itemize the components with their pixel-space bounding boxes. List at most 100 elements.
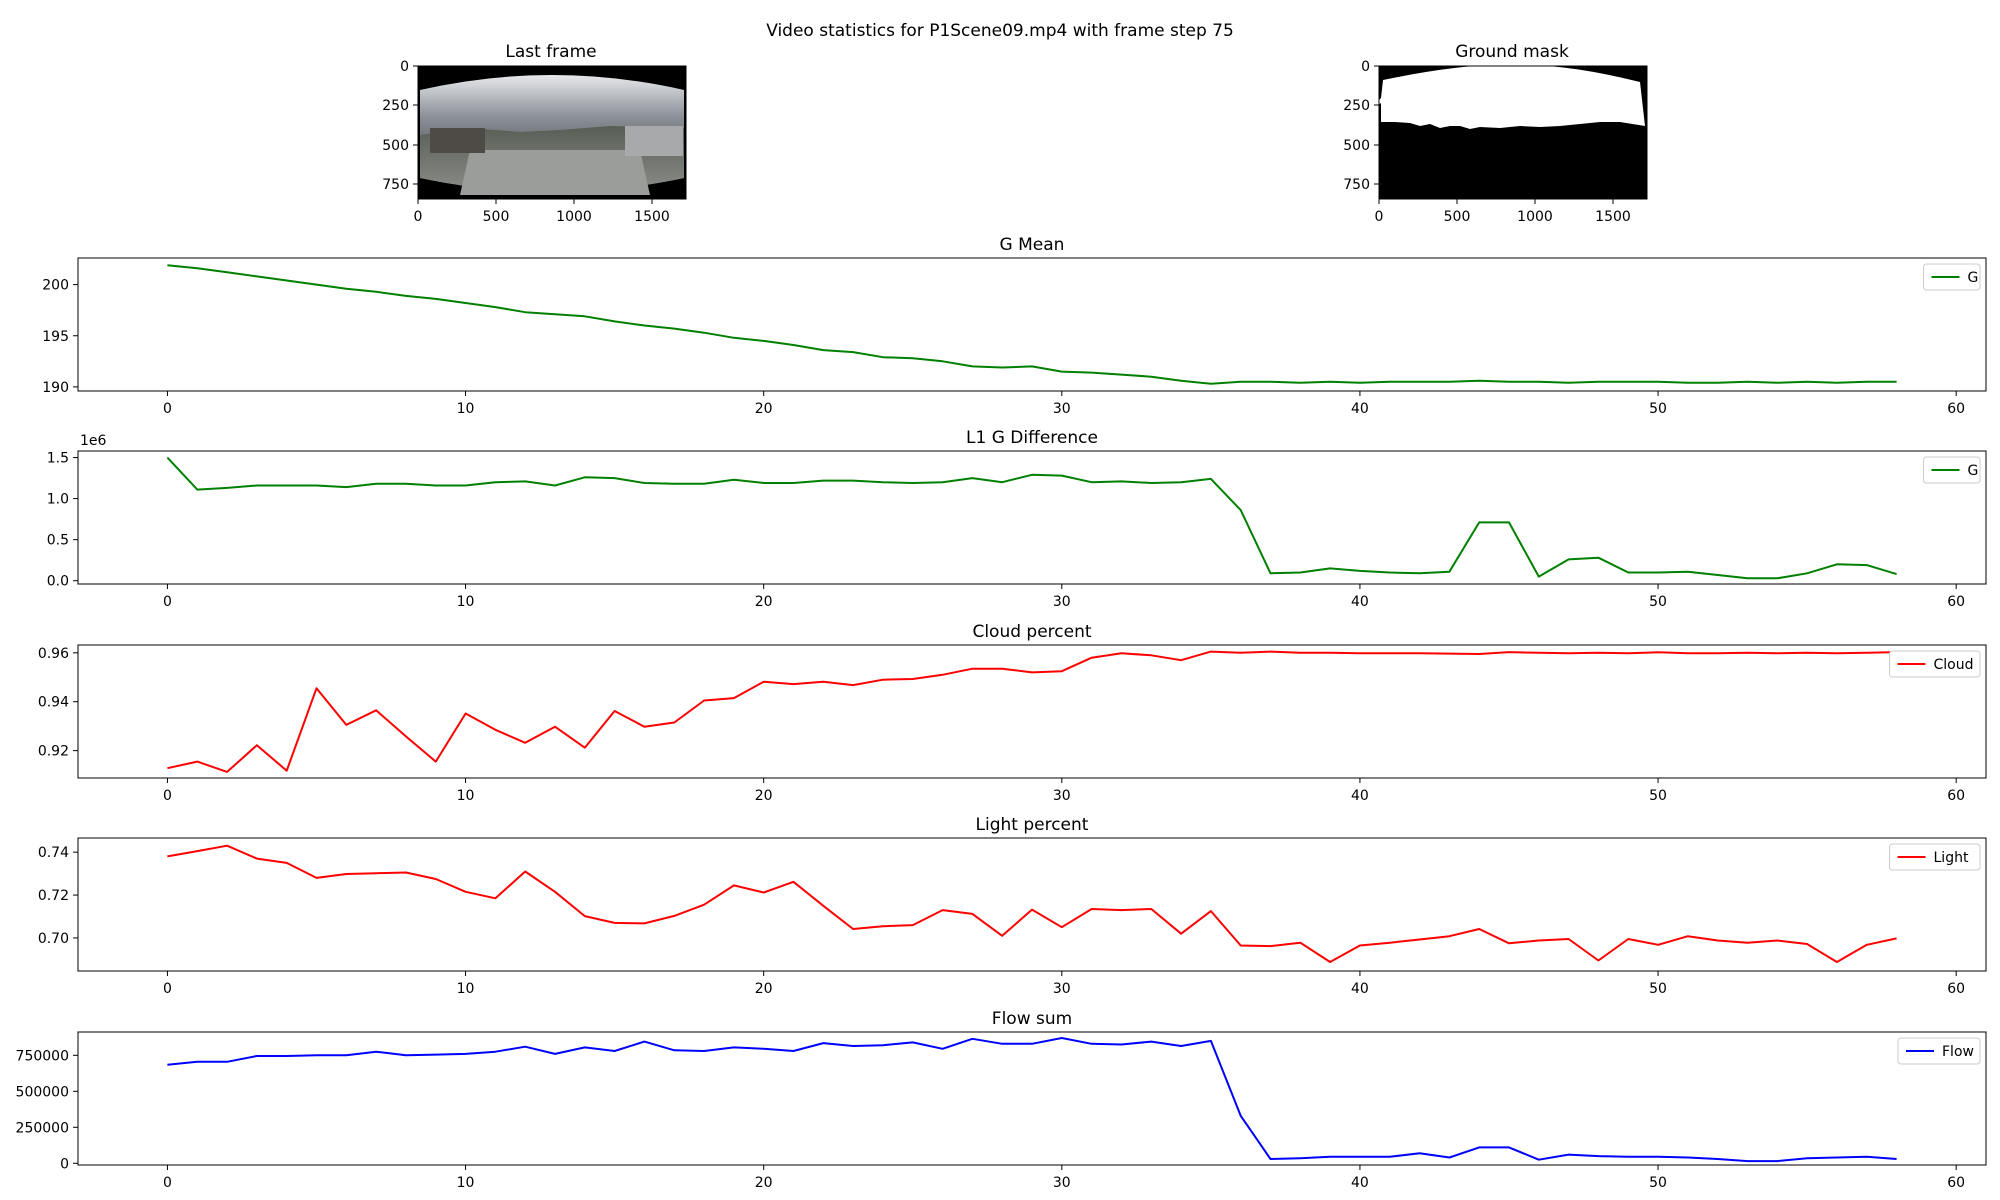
x-tick-label: 60 [1947, 1175, 1965, 1191]
x-tick-label: 30 [1053, 401, 1071, 417]
light-percent-chart: Light percent 0 10 20 30 40 50 60 0.70 0.72 0.74 Li… [38, 815, 1987, 997]
y-tick-label: 750 [382, 177, 409, 193]
mask-region [1377, 65, 1645, 129]
last-frame-title: Last frame [505, 42, 596, 62]
x-tick-label: 0 [1375, 209, 1384, 225]
g-series-line [167, 264, 1897, 385]
flow-series-line [167, 1037, 1897, 1163]
y-tick-label: 195 [42, 329, 69, 345]
y-tick-label: 0.92 [38, 744, 69, 760]
y-tick-label: 1.0 [47, 492, 69, 508]
x-tick-label: 60 [1947, 401, 1965, 417]
x-tick-label: 10 [457, 401, 475, 417]
l1-g-difference-legend: G [1923, 456, 1981, 484]
x-tick-label: 50 [1649, 594, 1667, 610]
last-frame-axes: 0 500 1000 1500 0 250 500 750 [382, 59, 670, 225]
y-tick-label: 500 [382, 138, 409, 154]
y-tick-label: 190 [42, 380, 69, 396]
x-tick-label: 60 [1947, 788, 1965, 804]
x-tick-label: 1500 [634, 209, 670, 225]
x-tick-label: 0 [163, 1175, 172, 1191]
y-tick-label: 200 [42, 278, 69, 294]
building-left [430, 128, 485, 153]
x-tick-label: 40 [1351, 594, 1369, 610]
x-tick-label: 40 [1351, 788, 1369, 804]
x-tick-label: 20 [755, 1175, 773, 1191]
x-tick-label: 500 [1444, 209, 1471, 225]
legend-label: Flow [1942, 1044, 1974, 1060]
y-tick-label: 0.70 [38, 931, 69, 947]
x-tick-label: 50 [1649, 788, 1667, 804]
y-tick-label: 0.5 [47, 533, 69, 549]
x-tick-label: 50 [1649, 401, 1667, 417]
y-tick-label: 0 [400, 59, 409, 75]
y-tick-label: 250 [382, 98, 409, 114]
suptitle: Video statistics for P1Scene09.mp4 with … [766, 21, 1234, 41]
legend-label: G [1968, 270, 1979, 286]
x-tick-label: 1000 [1517, 209, 1553, 225]
x-tick-label: 1500 [1595, 209, 1631, 225]
g-series-line [166, 456, 1897, 580]
x-tick-label: 0 [163, 788, 172, 804]
x-tick-label: 10 [457, 594, 475, 610]
parking-lot [460, 150, 650, 195]
last-frame-panel: Last frame 0 500 1000 [382, 42, 687, 225]
cloud-percent-title: Cloud percent [972, 622, 1091, 642]
y-tick-label: 0.0 [47, 574, 69, 590]
flow-sum-legend: Flow [1897, 1037, 1981, 1065]
x-tick-label: 30 [1053, 594, 1071, 610]
y-tick-label: 0.74 [38, 845, 69, 861]
legend-label: Light [1934, 850, 1969, 866]
y-tick-label: 0.72 [38, 888, 69, 904]
g-mean-legend: G [1923, 263, 1981, 291]
x-tick-label: 60 [1947, 594, 1965, 610]
x-tick-label: 10 [457, 788, 475, 804]
legend-label: G [1968, 463, 1979, 479]
x-tick-label: 10 [457, 1175, 475, 1191]
light-percent-title: Light percent [976, 815, 1089, 835]
y-tick-label: 1.5 [47, 451, 69, 467]
y-tick-label: 250 [1343, 98, 1370, 114]
y-tick-label: 250000 [16, 1120, 69, 1136]
cloud-percent-chart: Cloud percent 0 10 20 30 40 50 60 0.92 0.94 0.96 Cl… [38, 622, 1987, 804]
legend-box [1889, 650, 1981, 678]
g-mean-axes-frame [77, 257, 1987, 392]
y-tick-label: 500000 [16, 1084, 69, 1100]
flow-sum-chart: Flow sum 0 10 20 30 40 50 60 0 250000 500000 750000… [16, 1009, 1987, 1191]
x-tick-label: 50 [1649, 981, 1667, 997]
x-tick-label: 60 [1947, 981, 1965, 997]
building-right [625, 126, 683, 156]
x-tick-label: 0 [163, 594, 172, 610]
x-tick-label: 20 [755, 788, 773, 804]
y-tick-label: 0.94 [38, 695, 69, 711]
x-tick-label: 50 [1649, 1175, 1667, 1191]
x-tick-label: 40 [1351, 401, 1369, 417]
x-tick-label: 30 [1053, 981, 1071, 997]
flow-sum-title: Flow sum [992, 1009, 1072, 1029]
x-tick-label: 10 [457, 981, 475, 997]
y-tick-label: 750 [1343, 177, 1370, 193]
y-tick-label: 750000 [16, 1048, 69, 1064]
y-tick-label: 0 [1361, 59, 1370, 75]
x-tick-label: 20 [755, 594, 773, 610]
l1-g-difference-title: L1 G Difference [966, 428, 1098, 448]
legend-label: Cloud [1934, 657, 1974, 673]
x-tick-label: 40 [1351, 1175, 1369, 1191]
ground-mask-axes: 0 500 1000 1500 0 250 500 750 [1343, 59, 1631, 225]
light-percent-axes-frame [77, 837, 1987, 972]
y-tick-label: 0 [60, 1156, 69, 1172]
x-tick-label: 20 [755, 401, 773, 417]
x-tick-label: 0 [163, 401, 172, 417]
flow-sum-axes-frame [77, 1031, 1987, 1166]
g-mean-title: G Mean [1000, 235, 1065, 255]
x-tick-label: 30 [1053, 1175, 1071, 1191]
x-tick-label: 40 [1351, 981, 1369, 997]
cloud-percent-axes-frame [77, 644, 1987, 779]
cloud-percent-legend: Cloud [1889, 650, 1981, 678]
x-tick-label: 20 [755, 981, 773, 997]
g-mean-chart: G Mean 0 10 20 30 40 50 60 190 195 200 G [42, 235, 1987, 417]
l1-g-difference-axes-frame [77, 450, 1987, 585]
ground-mask-title: Ground mask [1455, 42, 1569, 62]
